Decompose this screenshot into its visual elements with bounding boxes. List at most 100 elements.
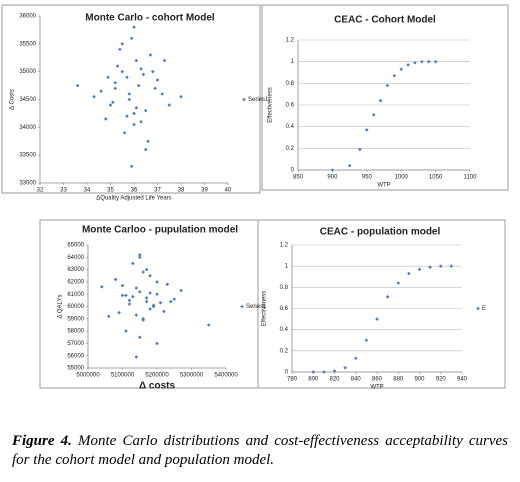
point [158, 301, 163, 305]
y-tick-label: 65000 [67, 243, 84, 249]
point [113, 81, 117, 85]
legend-marker [240, 304, 244, 309]
point [375, 317, 379, 321]
y-tick-label: 0.6 [280, 306, 289, 312]
point [122, 131, 127, 135]
y-tick-label: 1.2 [286, 38, 295, 44]
panel [257, 219, 506, 389]
x-tick-label: 1050 [429, 175, 443, 181]
point [92, 94, 96, 99]
x-axis-label: ΔQuality Adjusted Life Years [96, 196, 171, 202]
point [146, 139, 150, 144]
panel [1, 4, 261, 194]
y-tick-label: 0.2 [280, 348, 289, 354]
point [134, 106, 139, 110]
y-tick-label: 33500 [19, 153, 36, 159]
x-tick-label: 950 [362, 175, 373, 181]
x-axis-label: Δ costs [139, 381, 176, 392]
point [108, 103, 113, 107]
x-tick-label: 5100000 [111, 373, 135, 379]
point [179, 94, 183, 99]
point [172, 297, 177, 301]
point [364, 338, 369, 343]
y-tick-label: 34500 [19, 97, 36, 103]
y-tick-label: 58000 [67, 329, 84, 335]
chart-title: Monte Carloo - pupulation model [82, 225, 238, 236]
legend-label: Series1 [248, 97, 269, 103]
x-tick-label: 5300000 [180, 373, 204, 379]
point [127, 298, 132, 303]
point [155, 341, 159, 346]
point [206, 323, 211, 327]
point [371, 112, 376, 117]
point [143, 147, 148, 152]
point [139, 119, 143, 124]
chart-title: CEAC - Cohort Model [334, 15, 436, 26]
point [426, 59, 431, 64]
point [144, 296, 149, 300]
point [129, 36, 134, 41]
x-tick-label: 820 [329, 377, 340, 383]
y-tick-label: 36000 [19, 14, 36, 20]
y-tick-label: 62000 [67, 279, 84, 285]
y-tick-label: 59000 [67, 316, 84, 322]
point [137, 289, 142, 294]
point [118, 47, 122, 52]
point [428, 265, 432, 270]
point [124, 329, 128, 333]
point [392, 73, 397, 78]
point [144, 267, 149, 272]
point [134, 313, 139, 317]
point [385, 83, 390, 88]
point [127, 302, 132, 306]
point [125, 114, 129, 118]
x-tick-label: 5000000 [76, 373, 100, 379]
point [134, 355, 139, 359]
point [117, 310, 121, 315]
x-axis-label: WTP [377, 183, 390, 189]
point [113, 277, 118, 282]
x-tick-label: 860 [372, 377, 383, 383]
point [132, 25, 136, 29]
y-axis-label: Δ QALYs [58, 295, 64, 319]
panel [39, 219, 259, 389]
point [167, 103, 172, 107]
point [353, 356, 358, 361]
caption: Figure 4. Monte Carlo distributions and … [12, 432, 508, 470]
x-axis-label: WTP [370, 385, 383, 391]
y-tick-label: 1.2 [280, 243, 289, 249]
point [365, 128, 369, 132]
y-tick-label: 0.8 [280, 285, 289, 291]
x-tick-label: 38 [178, 188, 185, 194]
y-axis-label: Effectiveness [268, 87, 274, 123]
point [407, 271, 411, 276]
legend-label: Series1 [246, 304, 267, 310]
point [155, 280, 159, 284]
point [127, 97, 132, 102]
point [141, 72, 146, 77]
point [137, 253, 142, 257]
point [406, 63, 410, 67]
point [151, 304, 156, 309]
point [131, 261, 135, 266]
x-tick-label: 920 [436, 377, 447, 383]
point [413, 60, 417, 65]
y-tick-label: 0.6 [286, 103, 295, 109]
point [311, 370, 316, 374]
y-tick-label: 1 [291, 59, 295, 65]
point [165, 282, 170, 287]
point [160, 92, 164, 96]
x-tick-label: 780 [287, 377, 298, 383]
x-tick-label: 5200000 [145, 373, 169, 379]
point [127, 92, 132, 96]
y-axis-label: Δ Costs [10, 89, 16, 110]
point [169, 299, 173, 304]
point [148, 307, 152, 311]
y-tick-label: 55000 [67, 366, 84, 372]
point [358, 147, 362, 152]
figure: Monte Carlo - cohort Model33000335003400… [1, 4, 509, 392]
panel [261, 4, 509, 191]
x-tick-label: 39 [201, 188, 208, 194]
point [99, 89, 103, 93]
point [378, 98, 383, 103]
